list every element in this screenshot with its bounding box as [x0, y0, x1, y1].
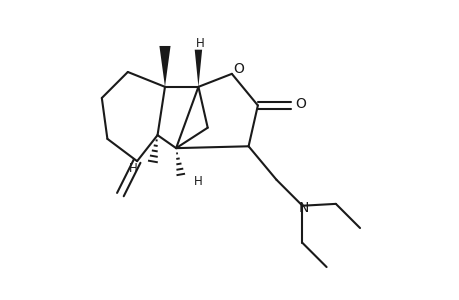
Text: H: H — [129, 162, 138, 175]
Polygon shape — [194, 50, 202, 87]
Text: H: H — [196, 37, 204, 50]
Text: O: O — [295, 97, 305, 111]
Text: N: N — [298, 201, 309, 214]
Polygon shape — [159, 46, 170, 87]
Text: O: O — [233, 62, 243, 76]
Text: H: H — [194, 175, 202, 188]
